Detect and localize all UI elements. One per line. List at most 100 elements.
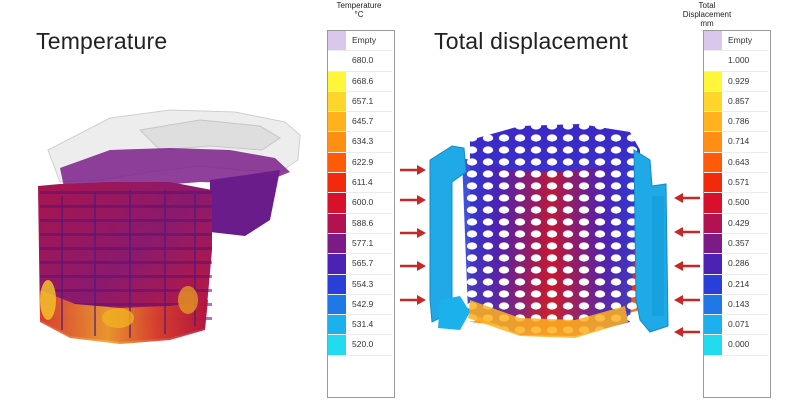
legend-label: 520.0 [352, 339, 374, 350]
legend-swatch [704, 112, 722, 132]
legend-row: 531.4 [328, 315, 392, 336]
legend-label: 0.500 [728, 197, 750, 208]
legend-row: 0.429 [704, 213, 768, 234]
legend-row: 622.9 [328, 152, 392, 174]
legend-swatch [704, 31, 722, 51]
legend-swatch [328, 274, 346, 294]
legend-swatch [328, 51, 346, 71]
displacement-lattice-model [429, 124, 669, 338]
legend-swatch [328, 315, 346, 335]
displacement-legend-title-2: Displacement [682, 10, 732, 19]
legend-row: 542.9 [328, 294, 392, 316]
legend-swatch [328, 335, 346, 355]
legend-label: 0.857 [728, 95, 750, 106]
temperature-legend-title: Temperature [336, 1, 382, 10]
legend-row: 0.643 [704, 152, 768, 174]
legend-swatch [704, 173, 722, 193]
legend-swatch [328, 132, 346, 152]
force-arrow [674, 193, 700, 203]
legend-row: 645.7 [328, 112, 392, 133]
legend-label: 588.6 [352, 217, 374, 228]
legend-swatch [328, 193, 346, 213]
legend-label: 542.9 [352, 298, 374, 309]
legend-row: 0.143 [704, 294, 768, 316]
legend-row: 565.7 [328, 254, 392, 275]
legend-label: 0.071 [728, 319, 750, 330]
legend-label: 680.0 [352, 55, 374, 66]
legend-label: 0.929 [728, 75, 750, 86]
legend-swatch [704, 193, 722, 213]
legend-row: 0.214 [704, 274, 768, 295]
legend-label: 554.3 [352, 278, 374, 289]
legend-swatch [704, 213, 722, 233]
legend-row: 0.071 [704, 315, 768, 336]
legend-row: 680.0 [328, 51, 392, 72]
legend-swatch [704, 233, 722, 254]
legend-row: 554.3 [328, 274, 392, 295]
force-arrow [674, 295, 700, 305]
legend-label: 634.3 [352, 136, 374, 147]
legend-swatch [328, 254, 346, 274]
legend-swatch [328, 31, 346, 51]
legend-label: 1.000 [728, 55, 750, 66]
temperature-casting-model [38, 109, 301, 344]
legend-row: 0.929 [704, 71, 768, 92]
legend-swatch [328, 294, 346, 315]
force-arrow [674, 227, 700, 237]
legend-swatch [328, 213, 346, 233]
legend-label: 0.429 [728, 217, 750, 228]
legend-label: 0.000 [728, 339, 750, 350]
legend-label: 657.1 [352, 95, 374, 106]
legend-row: 0.857 [704, 91, 768, 113]
legend-label: 0.786 [728, 116, 750, 127]
legend-swatch [328, 152, 346, 173]
legend-row: 577.1 [328, 233, 392, 255]
legend-row: 0.357 [704, 233, 768, 255]
force-arrows-right [674, 193, 700, 337]
temperature-legend-unit: °C [354, 10, 364, 19]
legend-row: 0.714 [704, 132, 768, 153]
displacement-panel-title: Total displacement [434, 28, 629, 54]
legend-swatch [704, 254, 722, 274]
legend-swatch [328, 173, 346, 193]
displacement-legend-title-1: Total [698, 1, 716, 10]
force-arrow [400, 195, 426, 205]
force-arrows-left [400, 165, 426, 305]
legend-label: 0.571 [728, 177, 750, 188]
legend-swatch [704, 315, 722, 335]
legend-row: 0.000 [704, 335, 768, 356]
legend-swatch [704, 335, 722, 355]
legend-label: 0.357 [728, 237, 750, 248]
force-arrow [400, 165, 426, 175]
legend-swatch [704, 132, 722, 152]
legend-row: 0.786 [704, 112, 768, 133]
legend-swatch [704, 71, 722, 91]
legend-label: 645.7 [352, 116, 374, 127]
legend-swatch [704, 294, 722, 315]
legend-swatch [328, 112, 346, 132]
legend-row: 0.286 [704, 254, 768, 275]
temperature-legend-header: Temperature °C [319, 1, 399, 19]
legend-swatch [704, 91, 722, 112]
legend-label: 531.4 [352, 319, 374, 330]
legend-label: Empty [728, 35, 753, 45]
legend-swatch [328, 91, 346, 112]
legend-row: 668.6 [328, 71, 392, 92]
legend-row: 1.000 [704, 51, 768, 72]
legend-row: 0.500 [704, 193, 768, 214]
legend-swatch [328, 71, 346, 91]
legend-row: 657.1 [328, 91, 392, 113]
legend-row: 0.571 [704, 173, 768, 194]
legend-label: 668.6 [352, 75, 374, 86]
force-arrow [400, 295, 426, 305]
legend-swatch [704, 51, 722, 71]
temperature-color-legend: Empty 680.0 668.6 657.1 645.7 634.3 622.9 611.4… [328, 31, 392, 356]
legend-label: 577.1 [352, 237, 374, 248]
displacement-legend-header: Total Displacement mm [667, 1, 747, 28]
legend-label: 0.643 [728, 156, 750, 167]
force-arrow [674, 261, 700, 271]
legend-label: 565.7 [352, 258, 374, 269]
temperature-panel-title: Temperature [36, 28, 168, 54]
legend-swatch [328, 233, 346, 254]
